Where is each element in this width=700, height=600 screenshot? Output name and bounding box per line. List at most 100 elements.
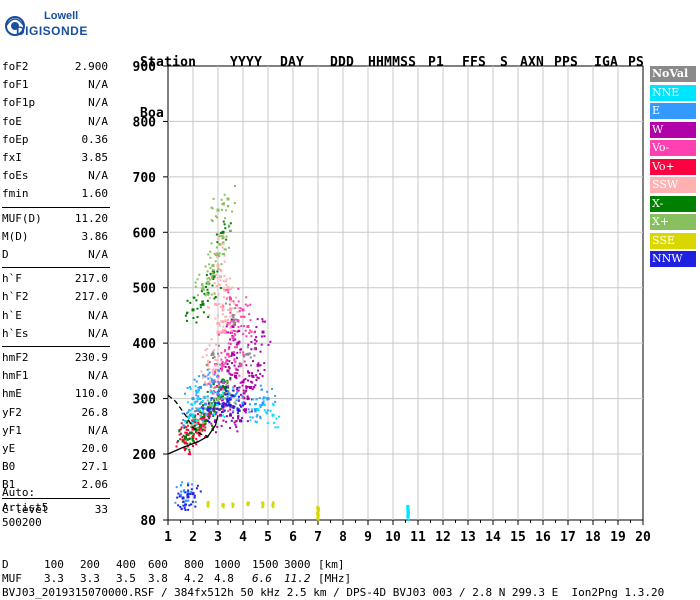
- param-name: foF1: [2, 78, 29, 92]
- data-point-w: [237, 414, 240, 417]
- data-point-w: [236, 430, 239, 433]
- data-point-vo: [214, 407, 217, 410]
- data-point-x: [185, 447, 188, 450]
- data-point-sse: [316, 515, 319, 518]
- data-point-ssw: [204, 349, 207, 352]
- data-point-sse: [271, 504, 274, 507]
- data-point-ssw: [223, 254, 226, 257]
- data-point-e: [248, 403, 251, 406]
- footer-value: 600: [148, 558, 168, 571]
- data-point-vo: [235, 346, 238, 349]
- data-point-x: [216, 399, 219, 402]
- data-point-x: [216, 241, 219, 244]
- logo-line1: Lowell: [44, 10, 79, 22]
- data-point-x: [191, 424, 194, 427]
- data-point-ssw: [212, 373, 215, 376]
- data-point-x: [204, 419, 207, 423]
- data-point-vo: [224, 356, 227, 359]
- x-tick-label: 7: [314, 530, 322, 545]
- legend-item-w: W: [650, 121, 696, 138]
- data-point-ssw: [208, 344, 211, 347]
- data-point-vo: [217, 333, 220, 336]
- param-group4-6: B0 27.1: [2, 460, 108, 474]
- data-point-vo: [221, 363, 225, 367]
- data-point-ssw: [221, 313, 224, 316]
- auto-code: 500200: [2, 516, 42, 529]
- logo-mark: [5, 16, 25, 36]
- data-point-ssw: [222, 325, 225, 328]
- data-point-sse: [272, 506, 275, 509]
- data-point-nne: [252, 398, 255, 401]
- data-point-e: [234, 395, 237, 398]
- data-point-w: [246, 420, 249, 423]
- data-point-vo: [242, 325, 245, 328]
- data-point-x: [213, 292, 216, 295]
- data-point-e: [261, 401, 264, 404]
- data-point-ssw: [211, 371, 214, 374]
- data-point-ssw: [228, 277, 231, 280]
- data-point-x: [186, 442, 189, 445]
- data-point-e: [195, 394, 198, 397]
- x-tick-label: 11: [410, 530, 426, 545]
- data-point-sse: [316, 517, 319, 520]
- data-point-ssw: [222, 234, 225, 237]
- data-point-w: [231, 353, 234, 356]
- data-point-noval: [232, 320, 235, 323]
- data-point-nne: [191, 404, 194, 407]
- data-point-ssw: [216, 359, 219, 362]
- data-point-sse: [316, 508, 319, 511]
- data-point-ssw: [206, 347, 209, 350]
- param-value: 20.0: [81, 442, 109, 455]
- data-point-x: [183, 426, 186, 429]
- data-point-e: [206, 395, 209, 398]
- data-point-w: [259, 350, 262, 353]
- data-point-e: [254, 420, 257, 423]
- data-point-ssw: [218, 268, 221, 271]
- data-point-x: [191, 437, 194, 440]
- data-point-x: [206, 288, 209, 291]
- data-point-nne: [197, 390, 200, 393]
- data-point-nnw: [184, 508, 187, 511]
- data-point-vo: [225, 289, 228, 292]
- data-point-x: [193, 420, 196, 423]
- data-point-vo: [196, 432, 199, 435]
- data-point-vo: [233, 346, 236, 349]
- data-point-nne: [221, 414, 224, 417]
- data-point-vo: [223, 350, 226, 353]
- data-point-x: [194, 281, 197, 284]
- data-point-noval: [212, 351, 215, 354]
- data-point-nnw: [185, 503, 188, 506]
- data-point-vo: [249, 303, 252, 306]
- data-point-e: [235, 393, 238, 396]
- data-point-x: [204, 294, 207, 297]
- data-point-x: [206, 399, 209, 402]
- data-point-sse: [261, 501, 264, 504]
- data-point-noval: [249, 356, 252, 359]
- data-point-nne: [250, 408, 253, 411]
- param-value: N/A: [88, 308, 108, 322]
- data-point-x: [209, 404, 212, 407]
- data-point-w: [255, 340, 258, 343]
- data-point-e: [194, 410, 197, 413]
- data-point-x: [223, 392, 226, 395]
- data-point-w: [213, 404, 216, 407]
- data-point-nne: [204, 395, 207, 398]
- data-point-noval: [210, 352, 213, 355]
- data-point-ssw: [225, 315, 228, 318]
- data-point-x: [178, 429, 181, 432]
- data-point-nnw: [226, 393, 229, 396]
- data-point-vo: [244, 329, 247, 332]
- data-point-vo: [239, 365, 242, 368]
- data-point-x: [210, 206, 213, 209]
- data-point-ssw: [218, 322, 221, 325]
- data-point-e: [192, 415, 195, 418]
- data-point-x: [216, 208, 220, 212]
- data-point-vo: [233, 332, 236, 335]
- data-point-ssw: [208, 297, 211, 300]
- header-labels-7: S: [500, 55, 509, 70]
- data-point-x: [211, 264, 215, 268]
- data-point-x: [215, 246, 218, 249]
- data-point-e: [216, 375, 219, 378]
- param-group3-3: h`Es N/A: [2, 327, 108, 341]
- data-point-e: [197, 395, 200, 398]
